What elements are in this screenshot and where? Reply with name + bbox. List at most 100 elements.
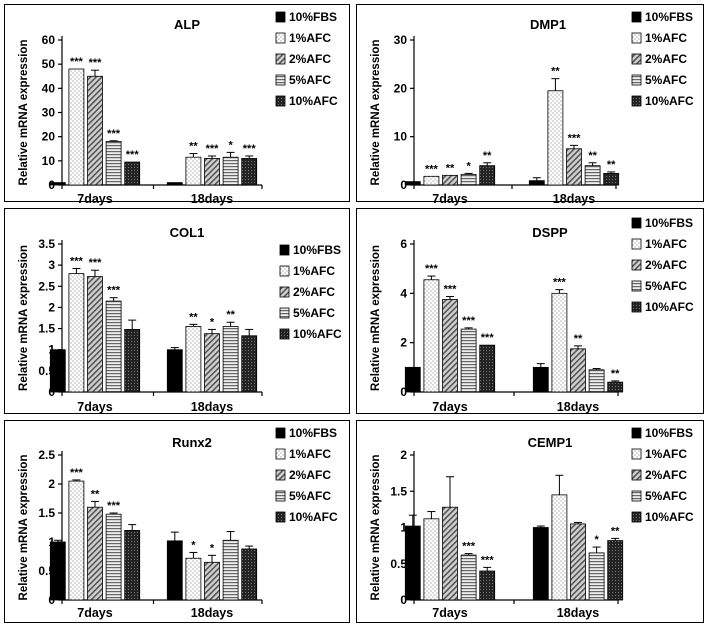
bar-2pctafc [87, 276, 103, 393]
x-category-label: 7days [77, 400, 112, 414]
significance-label: ** [91, 488, 100, 500]
significance-label: *** [481, 554, 495, 566]
legend-swatch [279, 265, 290, 277]
legend-label: 10%FBS [293, 243, 341, 257]
legend-swatch [631, 217, 642, 229]
x-category-label: 18days [191, 400, 233, 414]
y-tick-label: 2 [48, 300, 55, 314]
legend-label: 10%FBS [289, 426, 337, 440]
significance-label: ** [588, 150, 597, 162]
legend-swatch [631, 490, 642, 502]
significance-label: *** [243, 143, 257, 155]
legend-swatch [631, 511, 642, 523]
x-category-label: 18days [553, 192, 595, 206]
chart-title: DSPP [532, 225, 568, 240]
legend-swatch [275, 511, 286, 523]
y-axis-label: Relative mRNA expression [370, 455, 382, 601]
legend-swatch [275, 74, 286, 86]
y-tick-label: 4 [400, 286, 407, 300]
bar-5pctafc [584, 165, 601, 186]
legend-label: 10%AFC [645, 510, 694, 524]
bar-1pctafc [185, 557, 202, 601]
legend-label: 2%AFC [293, 285, 335, 299]
bar-1pctafc [68, 480, 85, 601]
significance-label: ** [226, 309, 235, 321]
bar-10pctfbs [49, 182, 66, 186]
legend-swatch [631, 301, 642, 313]
bar-5pctafc [460, 173, 477, 186]
x-category-label: 18days [557, 400, 599, 414]
significance-label: *** [107, 128, 121, 140]
y-tick-label: 1.5 [38, 506, 55, 520]
bar-2pctafc [442, 299, 458, 393]
bar-1pctafc [423, 518, 440, 601]
bar-2pctafc [204, 333, 220, 393]
legend-swatch [275, 427, 286, 439]
bar-2pctafc [204, 158, 220, 186]
bar-10pctfbs [166, 540, 183, 601]
bar-10pctafc [124, 161, 141, 186]
legend-label: 2%AFC [289, 52, 331, 66]
legend-label: 5%AFC [645, 489, 687, 503]
y-tick-label: 0.5 [390, 557, 407, 571]
significance-label: *** [462, 541, 476, 553]
significance-label: *** [70, 467, 84, 479]
bar-10pctafc [479, 570, 496, 601]
y-tick-label: 10 [394, 130, 408, 144]
bar-10pctafc [479, 344, 496, 393]
legend-label: 10%AFC [293, 327, 342, 341]
bar-1pctafc [423, 175, 440, 186]
bar-1pctafc [68, 273, 85, 393]
y-tick-label: 30 [42, 106, 56, 120]
bar-10pctafc [241, 548, 258, 601]
legend-swatch [631, 448, 642, 460]
bar-10pctfbs [49, 349, 66, 393]
significance-label: ** [611, 368, 620, 380]
legend-swatch [631, 469, 642, 481]
legend-label: 5%AFC [645, 73, 687, 87]
y-tick-label: 10 [42, 154, 56, 168]
bar-5pctafc [588, 369, 605, 393]
legend-label: 2%AFC [645, 468, 687, 482]
y-axis-label: Relative mRNA expression [370, 245, 382, 391]
y-tick-label: 20 [42, 130, 56, 144]
legend-swatch [279, 286, 290, 298]
bar-1pctafc [185, 326, 202, 393]
legend-swatch [631, 95, 642, 107]
bar-2pctafc [87, 75, 103, 186]
legend-swatch [631, 427, 642, 439]
significance-label: *** [126, 149, 140, 161]
legend-label: 10%AFC [289, 510, 338, 524]
significance-label: ** [607, 159, 616, 171]
bar-2pctafc [87, 506, 103, 601]
significance-label: * [466, 160, 471, 172]
legend-swatch [275, 53, 286, 65]
significance-label: ** [611, 525, 620, 537]
y-tick-label: 0 [400, 178, 407, 192]
legend-swatch [631, 74, 642, 86]
bar-5pctafc [222, 156, 239, 186]
bar-5pctafc [222, 326, 239, 393]
bar-5pctafc [460, 554, 477, 601]
bar-2pctafc [566, 148, 582, 186]
bar-2pctafc [204, 561, 220, 601]
y-tick-label: 1.5 [38, 322, 55, 336]
legend-label: 5%AFC [293, 306, 335, 320]
bar-10pctfbs [404, 366, 421, 393]
y-tick-label: 0 [400, 385, 407, 399]
legend-swatch [631, 11, 642, 23]
bar-1pctafc [185, 156, 202, 186]
x-category-label: 7days [77, 606, 112, 620]
legend-swatch [279, 307, 290, 319]
y-tick-label: 6 [400, 237, 407, 251]
legend-label: 1%AFC [645, 237, 687, 251]
legend-swatch [631, 259, 642, 271]
significance-label: * [228, 139, 233, 151]
significance-label: *** [70, 256, 84, 268]
y-tick-label: 2 [400, 448, 407, 462]
legend-swatch [275, 32, 286, 44]
